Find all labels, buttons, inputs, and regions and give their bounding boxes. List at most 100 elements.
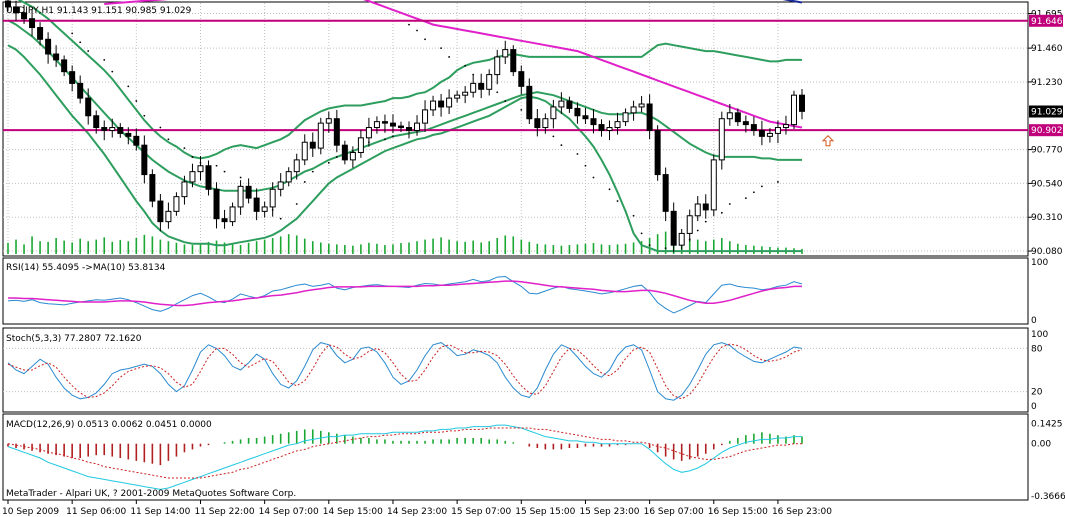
sar-dot [295,203,298,205]
candle-body [422,109,429,124]
sar-dot [720,211,723,214]
candle-body [21,12,28,20]
sar-dot [584,164,587,167]
candle-body [245,185,252,199]
macd-lines [7,424,803,490]
candle-body [357,137,364,154]
rsi-panel[interactable]: 100 0 RSI(14) 55.4095 ->MA(10) 53.8134 [2,257,1048,326]
candle-body [470,82,477,93]
candle-body [502,49,509,58]
price-tick-label: 90.770 [1031,146,1063,156]
candle-body [734,112,741,123]
sar-dot [664,247,667,250]
candle-body [101,127,108,131]
price-axis-ticks: 91.695 91.460 91.230 90.770 90.540 90.310 90.0… [1028,10,1063,257]
bollinger-middle-line [7,19,802,192]
sar-dot [111,70,114,73]
candle-body [237,185,244,208]
candle-body [542,118,549,129]
candle-body [365,127,372,139]
sar-dot [71,32,74,35]
sar-dot [335,156,338,158]
current-price-tag [1029,105,1063,118]
price-panel[interactable]: 91.695 91.460 91.230 90.770 90.540 90.310 90.0… [2,0,1063,257]
price-tick-label: 90.310 [1031,213,1063,223]
candle-body [590,118,597,126]
rsi-axis-ticks: 100 0 [1031,258,1048,326]
candle-body [45,38,52,55]
candle-body [173,196,180,212]
candle-body [373,121,380,129]
candle-body [205,165,212,190]
level-price-tag [1029,124,1063,137]
time-tick-label: 16 Sep 07:00 [644,507,704,517]
sar-dot [648,244,651,247]
sar-dot [472,73,475,76]
horizontal-lines[interactable] [3,19,1028,132]
candle-body [550,106,557,120]
candle-body [277,181,284,190]
candle-body [37,27,44,40]
macd-tick-label: 0.1425 [1031,419,1063,429]
candle-body [574,107,581,117]
candle-body [766,132,773,137]
sar-dot [777,181,779,183]
candle-body [197,165,204,173]
candle-body [85,97,92,117]
macd-panel[interactable]: 0.1425 0.00 -0.3666 MACD(12,26,9) 0.0513 0… [2,413,1065,502]
sar-dot [159,126,162,129]
candle-body [454,94,461,99]
time-tick-label: 11 Sep 06:00 [66,507,126,517]
candle-body [13,6,20,14]
sar-dot [760,185,763,188]
candle-body [646,103,653,131]
sar-dot [303,181,306,183]
candle-body [790,94,797,126]
stoch-tick-label: 20 [1031,388,1043,398]
sar-dot [704,220,707,223]
candle-body [213,188,220,220]
candle-body [309,141,316,149]
candle-body [221,218,228,223]
sar-dot [416,29,418,32]
price-panel-title: USDJPY,H1 91.143 91.151 90.985 91.029 [6,6,192,16]
sar-dot [616,200,619,202]
candle-body [133,135,140,146]
candle-body [157,200,164,223]
candle-body [261,206,268,212]
rsi-ma-line [8,280,802,307]
sar-dot [424,38,426,41]
candle-body [125,132,132,137]
candle-body [710,159,717,211]
macd-axis-ticks: 0.1425 0.00 -0.3666 [1031,419,1065,502]
candle-body [253,197,260,212]
price-tick-label: 91.230 [1031,78,1063,88]
candlesticks [5,0,805,253]
candle-body [758,129,765,137]
rsi-lines [7,275,803,314]
candle-body [582,115,589,120]
sar-dot [279,217,282,220]
sar-dot [223,170,226,173]
sar-dot [752,191,755,194]
sar-dot [215,164,218,167]
candle-body [446,97,453,108]
sar-dot [135,100,138,102]
moving-averages [104,0,803,129]
sar-dot [696,229,699,232]
candle-body [333,118,340,146]
candle-body [702,203,709,211]
sar-dot [87,50,90,52]
up-arrow-icon[interactable] [821,135,835,147]
sar-dot [327,161,330,164]
sar-dot [608,188,611,191]
price-panel-frame [2,1,1029,257]
time-tick-label: 14 Sep 07:00 [259,507,319,517]
sar-dot [167,138,170,141]
sar-dot [576,153,579,155]
candle-body [69,71,76,84]
watermark: MetaTrader - Alpari UK, ? 2001-2009 Meta… [6,489,296,499]
stoch-panel[interactable]: 100 80 20 0 Stoch(5,3,3) 77.2807 72.1620 [2,327,1048,413]
candle-body [614,121,621,129]
